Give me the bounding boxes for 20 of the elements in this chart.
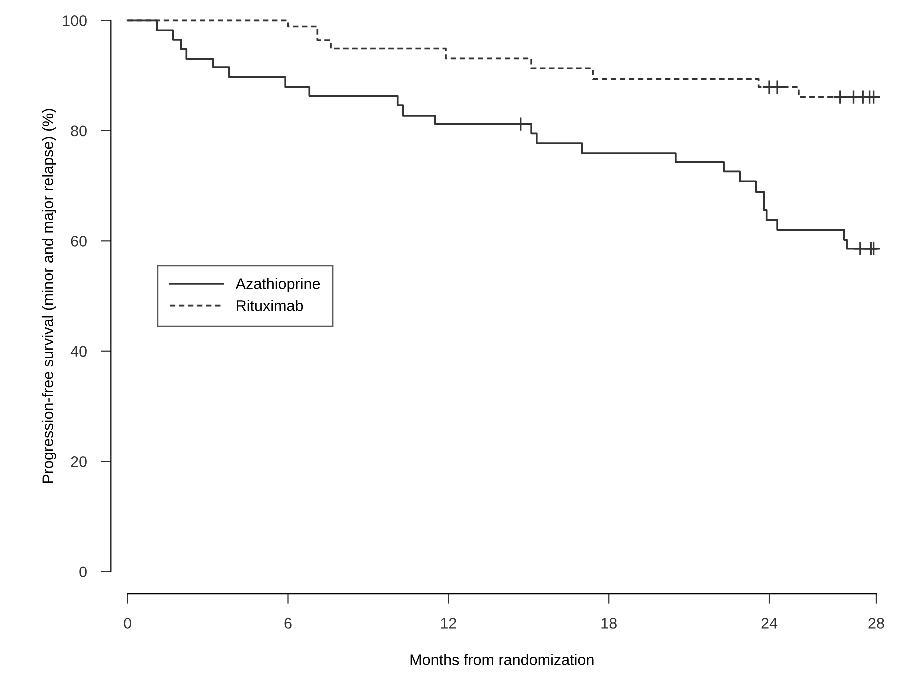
y-tick-label: 80	[71, 126, 87, 137]
y-tick-label: 60	[71, 236, 87, 247]
legend-label: Azathioprine	[236, 278, 320, 292]
x-tick-label: 18	[602, 618, 617, 629]
x-tick-label: 28	[868, 618, 884, 629]
point	[866, 90, 882, 105]
x-axis-title: Months from randomization	[410, 654, 594, 666]
y-axis-title: Progression-free survival (minor and major relapse) (%)	[42, 109, 56, 484]
point	[832, 90, 848, 105]
y-tick-label: 20	[71, 456, 87, 468]
y-tick-label: 100	[63, 16, 87, 26]
x-tick-label: 0	[124, 618, 132, 629]
y-tick-label: 0	[80, 566, 87, 578]
point	[770, 80, 785, 95]
legend-label: Rituximab	[237, 300, 304, 312]
x-tick-label: 24	[762, 618, 778, 629]
x-tick-label: 12	[441, 618, 456, 629]
x-tick-label: 6	[284, 618, 292, 629]
point	[513, 116, 528, 132]
y-tick-label: 40	[70, 346, 87, 358]
